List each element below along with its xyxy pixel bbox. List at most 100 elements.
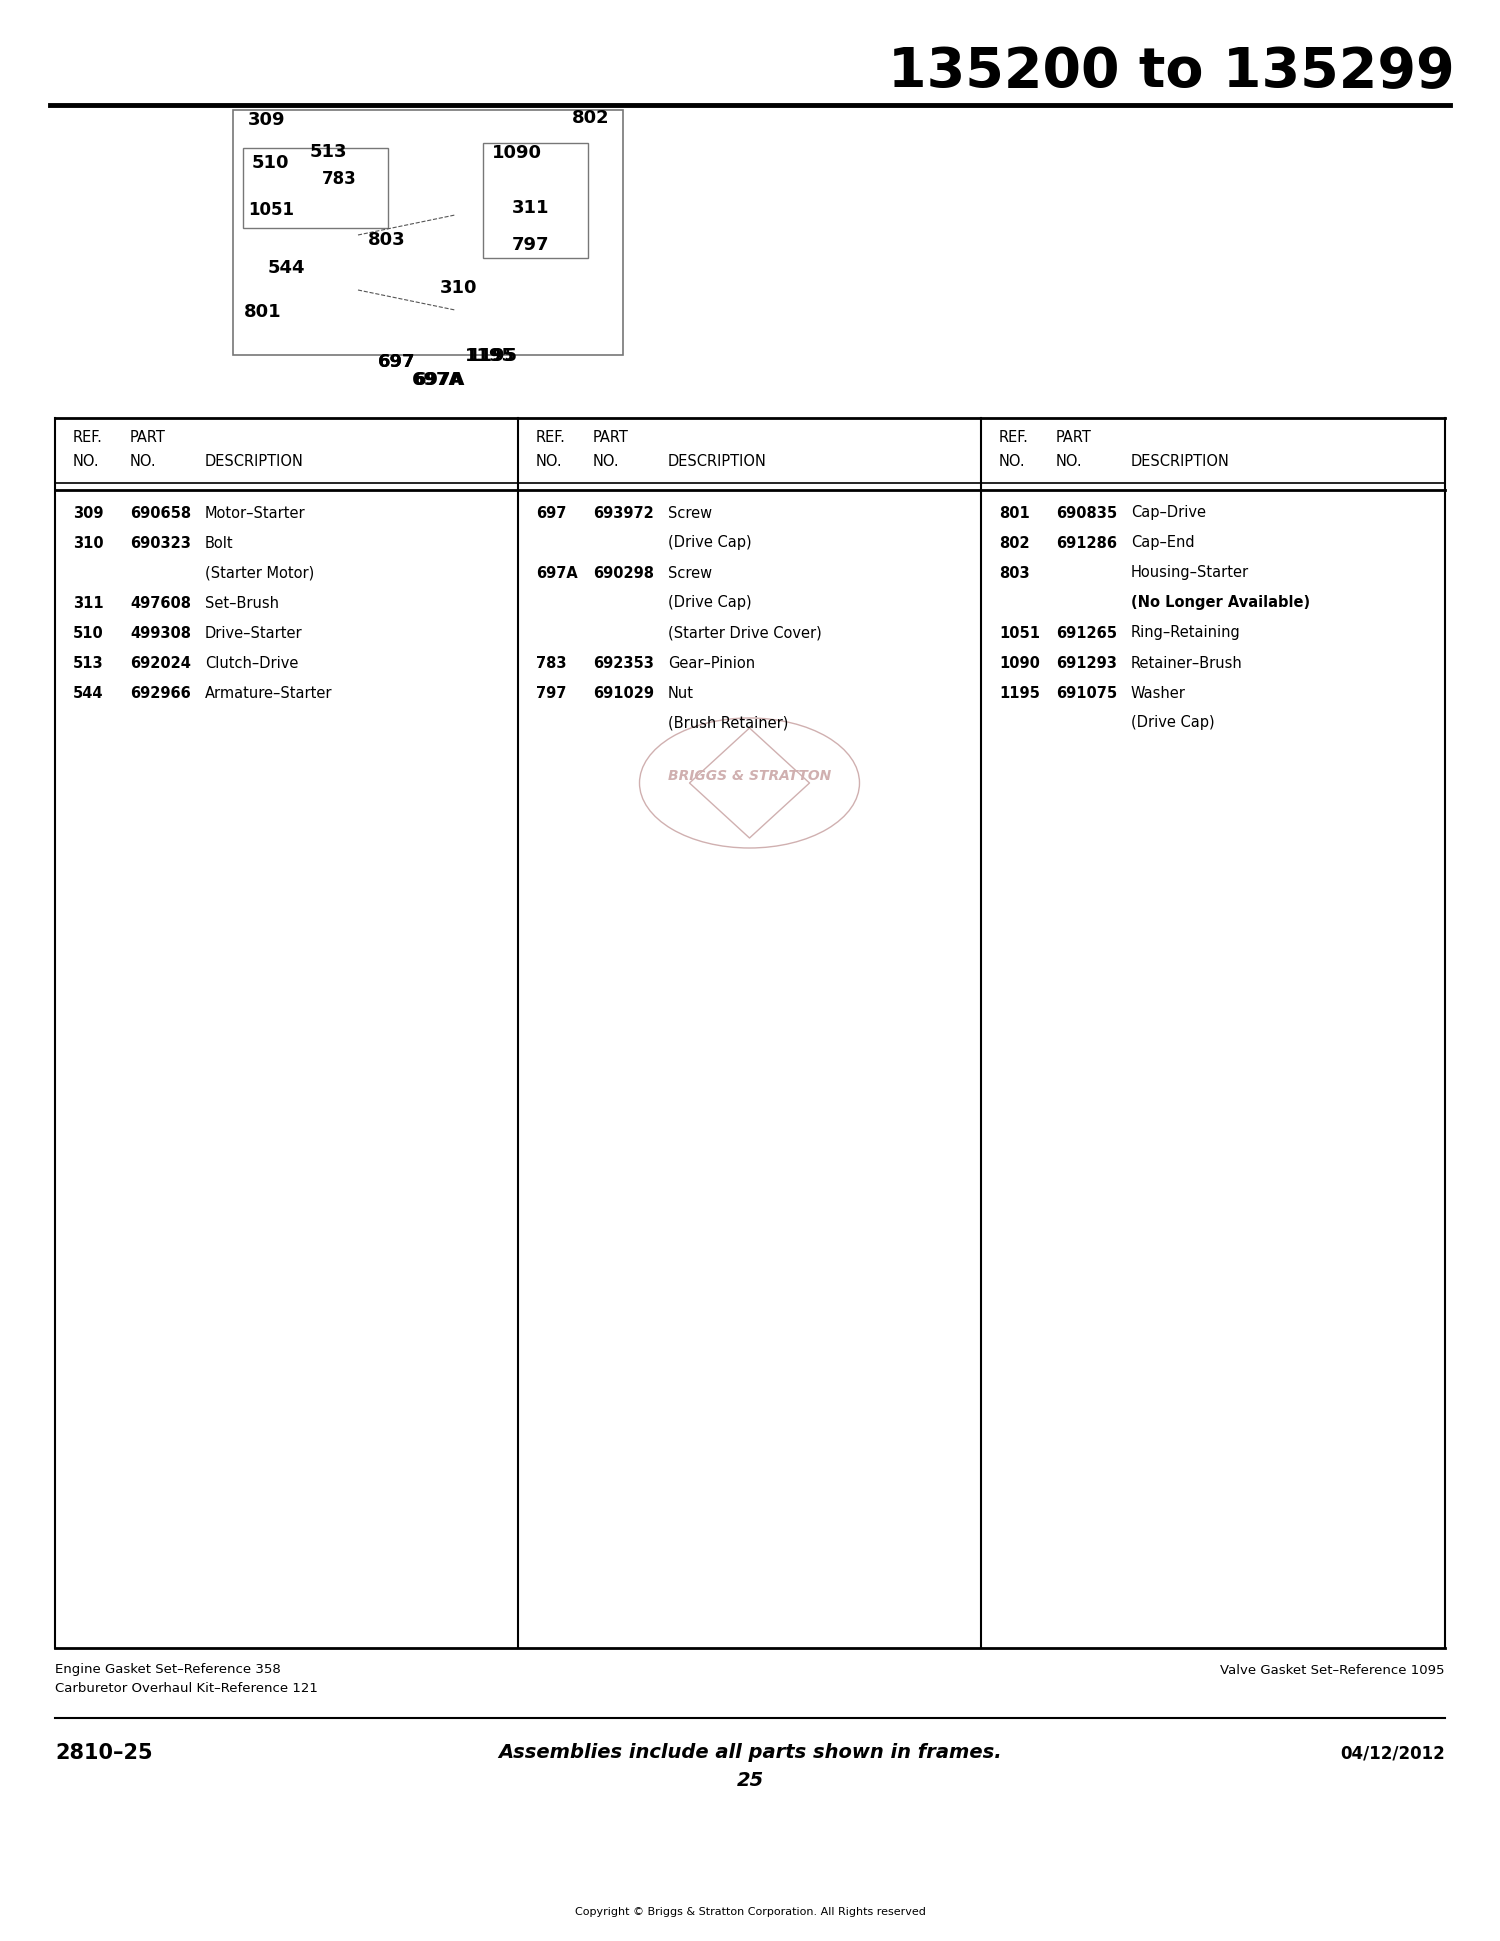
Text: 04/12/2012: 04/12/2012 [1341,1745,1444,1762]
Text: 544: 544 [268,258,306,278]
Text: 783: 783 [322,171,357,188]
Text: 1195: 1195 [999,685,1039,701]
Bar [232,111,622,355]
Text: REF.: REF. [74,431,104,446]
Text: 310: 310 [440,280,477,297]
Text: 697: 697 [536,505,567,520]
Text: Gear–Pinion: Gear–Pinion [668,656,754,670]
Bar [243,148,388,227]
Text: 311: 311 [512,200,549,217]
Text: 2810–25: 2810–25 [56,1743,153,1762]
Text: 697A: 697A [414,371,465,388]
Text: 510: 510 [74,625,104,641]
Text: 690835: 690835 [1056,505,1118,520]
Text: Copyright © Briggs & Stratton Corporation. All Rights reserved: Copyright © Briggs & Stratton Corporatio… [574,1906,926,1918]
Text: 691286: 691286 [1056,536,1118,551]
Text: 544: 544 [74,685,104,701]
Text: NO.: NO. [130,454,156,470]
Text: REF.: REF. [536,431,566,446]
Text: Drive–Starter: Drive–Starter [206,625,303,641]
Text: 690323: 690323 [130,536,190,551]
Text: Cap–End: Cap–End [1131,536,1194,551]
Text: 692024: 692024 [130,656,190,670]
Text: (Starter Drive Cover): (Starter Drive Cover) [668,625,822,641]
Text: Valve Gasket Set–Reference 1095: Valve Gasket Set–Reference 1095 [1221,1663,1444,1677]
Text: 1195: 1195 [468,347,518,365]
Text: 801: 801 [244,303,282,320]
Text: Screw: Screw [668,505,712,520]
Text: 783: 783 [536,656,567,670]
Text: 691029: 691029 [592,685,654,701]
Text: 1195: 1195 [465,347,514,365]
Text: Washer: Washer [1131,685,1186,701]
Text: NO.: NO. [74,454,99,470]
Text: 513: 513 [74,656,104,670]
Text: NO.: NO. [592,454,619,470]
Text: 692966: 692966 [130,685,190,701]
Text: 1051: 1051 [999,625,1039,641]
Text: (Drive Cap): (Drive Cap) [1131,716,1215,730]
Text: Carburetor Overhaul Kit–Reference 121: Carburetor Overhaul Kit–Reference 121 [56,1681,318,1694]
Text: Nut: Nut [668,685,694,701]
Bar [483,144,588,258]
Text: NO.: NO. [999,454,1026,470]
Text: PART: PART [592,431,628,446]
Text: 697A: 697A [536,565,578,580]
Text: 803: 803 [368,231,405,248]
Text: 690658: 690658 [130,505,190,520]
Text: 691075: 691075 [1056,685,1118,701]
Text: Motor–Starter: Motor–Starter [206,505,306,520]
Text: Screw: Screw [668,565,712,580]
Text: Cap–Drive: Cap–Drive [1131,505,1206,520]
Text: 797: 797 [536,685,567,701]
Text: Clutch–Drive: Clutch–Drive [206,656,298,670]
Text: 802: 802 [572,109,609,126]
Text: BRIGGS & STRATTON: BRIGGS & STRATTON [668,769,831,782]
Text: Housing–Starter: Housing–Starter [1131,565,1250,580]
Text: 801: 801 [999,505,1029,520]
Text: 693972: 693972 [592,505,654,520]
Text: Set–Brush: Set–Brush [206,596,279,611]
Text: Retainer–Brush: Retainer–Brush [1131,656,1242,670]
Text: 692353: 692353 [592,656,654,670]
Text: 803: 803 [999,565,1029,580]
Text: (No Longer Available): (No Longer Available) [1131,596,1310,611]
Text: 690298: 690298 [592,565,654,580]
Text: 497608: 497608 [130,596,190,611]
Text: (Drive Cap): (Drive Cap) [668,536,752,551]
Text: NO.: NO. [536,454,562,470]
Text: 802: 802 [999,536,1029,551]
Text: 513: 513 [310,144,348,161]
Text: 135200 to 135299: 135200 to 135299 [888,45,1455,99]
Text: 309: 309 [74,505,104,520]
Text: 1051: 1051 [248,202,294,219]
Text: 311: 311 [74,596,104,611]
Text: (Drive Cap): (Drive Cap) [668,596,752,611]
Text: 697: 697 [378,353,416,371]
Text: REF.: REF. [999,431,1029,446]
Text: 309: 309 [248,111,285,128]
Text: 691293: 691293 [1056,656,1118,670]
Text: Engine Gasket Set–Reference 358: Engine Gasket Set–Reference 358 [56,1663,280,1677]
Text: PART: PART [130,431,166,446]
Text: 797: 797 [512,237,549,254]
Text: Ring–Retaining: Ring–Retaining [1131,625,1240,641]
Text: DESCRIPTION: DESCRIPTION [206,454,304,470]
Text: PART: PART [1056,431,1092,446]
Text: 25: 25 [736,1772,764,1790]
Text: (Brush Retainer): (Brush Retainer) [668,716,789,730]
Text: Assemblies include all parts shown in frames.: Assemblies include all parts shown in fr… [498,1743,1002,1762]
Text: 691265: 691265 [1056,625,1118,641]
Text: 697A: 697A [413,371,464,388]
Text: 1090: 1090 [492,144,542,161]
Text: DESCRIPTION: DESCRIPTION [668,454,766,470]
Text: (Starter Motor): (Starter Motor) [206,565,315,580]
Text: Armature–Starter: Armature–Starter [206,685,333,701]
Text: DESCRIPTION: DESCRIPTION [1131,454,1230,470]
Text: 1090: 1090 [999,656,1039,670]
Text: 499308: 499308 [130,625,190,641]
Text: NO.: NO. [1056,454,1083,470]
Text: 697: 697 [378,353,416,371]
Text: 310: 310 [74,536,104,551]
Text: 510: 510 [252,153,290,173]
